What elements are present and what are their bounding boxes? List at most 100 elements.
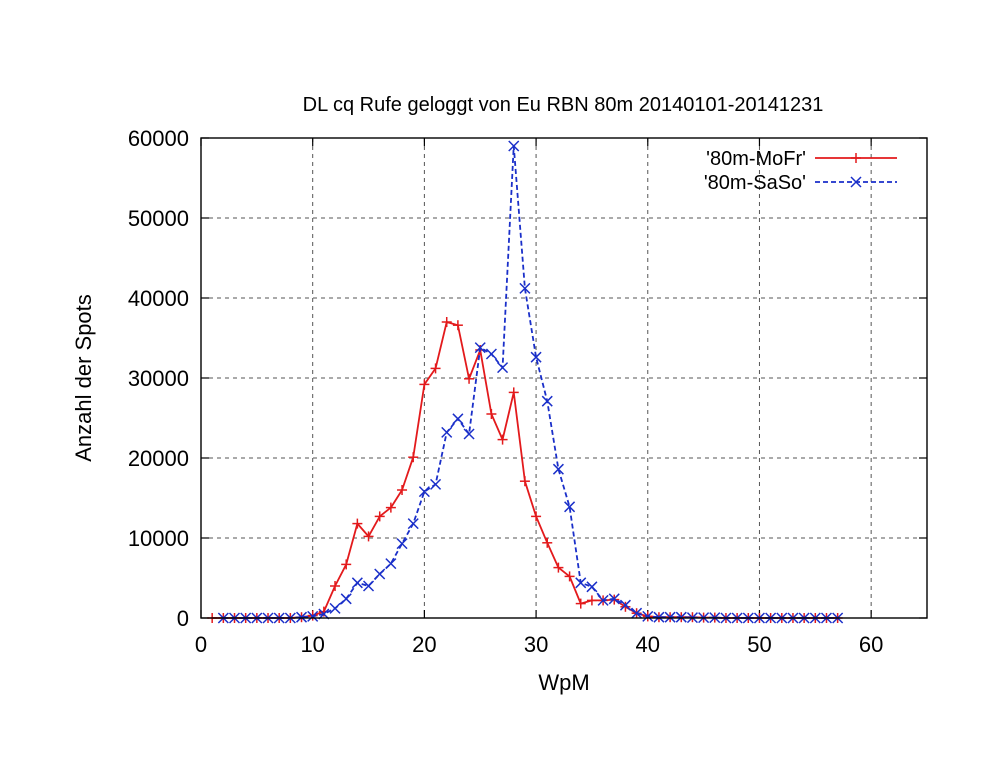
plot-frame bbox=[200, 137, 928, 619]
data-point-d2 bbox=[619, 599, 631, 611]
data-point bbox=[385, 558, 397, 570]
data-point-d2 bbox=[452, 413, 464, 425]
y-tick-label: 60000 bbox=[128, 126, 189, 151]
data-point-d2 bbox=[564, 501, 576, 513]
data-point-d2 bbox=[664, 611, 676, 623]
data-point bbox=[396, 538, 408, 550]
y-tick-label: 20000 bbox=[128, 446, 189, 471]
data-point-d2 bbox=[363, 580, 375, 592]
x-axis-label: WpM bbox=[538, 670, 589, 695]
data-point-d2 bbox=[653, 611, 665, 623]
data-point-d2 bbox=[351, 577, 363, 589]
data-point bbox=[675, 611, 687, 623]
data-point-d2 bbox=[407, 518, 419, 530]
data-point bbox=[341, 559, 352, 570]
data-point-d2 bbox=[552, 463, 564, 475]
y-tick-label: 50000 bbox=[128, 206, 189, 231]
data-point bbox=[508, 387, 519, 398]
data-point bbox=[329, 602, 341, 614]
data-point-d2 bbox=[374, 568, 386, 580]
data-point bbox=[552, 463, 564, 475]
data-point-d2 bbox=[508, 140, 520, 152]
data-point bbox=[385, 502, 396, 513]
legend-entry: '80m-MoFr' bbox=[706, 148, 897, 170]
y-tick-label: 0 bbox=[177, 606, 189, 631]
data-point-d2 bbox=[329, 602, 341, 614]
chart-title: DL cq Rufe geloggt von Eu RBN 80m 201401… bbox=[303, 94, 824, 116]
data-point bbox=[408, 452, 419, 463]
data-point bbox=[352, 518, 363, 529]
data-point-d2 bbox=[631, 607, 643, 619]
data-point bbox=[363, 580, 375, 592]
y-tick-label: 40000 bbox=[128, 286, 189, 311]
data-point-d2 bbox=[519, 282, 531, 294]
data-point bbox=[407, 518, 419, 530]
data-point bbox=[531, 511, 542, 522]
data-point-d2 bbox=[463, 428, 475, 440]
data-point bbox=[430, 478, 442, 490]
data-point-d2 bbox=[530, 351, 542, 363]
data-point bbox=[374, 568, 386, 580]
axis-ticks: 0 10 20 30 40 50 60 0 10000 20000 30000 40000 50000 6… bbox=[128, 126, 927, 657]
data-point bbox=[631, 607, 643, 619]
x-tick-label: 20 bbox=[412, 632, 436, 657]
data-point bbox=[497, 434, 508, 445]
x-tick-label: 60 bbox=[859, 632, 883, 657]
data-point bbox=[564, 571, 575, 582]
data-point-d2 bbox=[441, 426, 453, 438]
data-point bbox=[519, 282, 531, 294]
data-point bbox=[653, 611, 665, 623]
x-tick-label: 10 bbox=[300, 632, 324, 657]
data-point bbox=[586, 595, 597, 606]
data-point bbox=[542, 537, 553, 548]
y-tick-label: 30000 bbox=[128, 366, 189, 391]
data-point bbox=[307, 610, 319, 622]
data-point-d2 bbox=[474, 342, 486, 354]
data-point bbox=[474, 342, 486, 354]
y-axis-label: Anzahl der Spots bbox=[71, 294, 96, 462]
y-tick-label: 10000 bbox=[128, 526, 189, 551]
legend-marker bbox=[851, 153, 861, 163]
data-point-d2 bbox=[642, 610, 654, 622]
data-point bbox=[508, 140, 520, 152]
data-point bbox=[419, 379, 430, 390]
data-point-d2 bbox=[586, 581, 598, 593]
legend-entry: '80m-SaSo' bbox=[704, 172, 897, 194]
data-point-d2 bbox=[597, 594, 609, 606]
grid-lines bbox=[201, 138, 927, 618]
data-point bbox=[541, 395, 553, 407]
legend-marker-d2 bbox=[850, 176, 862, 188]
data-point bbox=[452, 320, 463, 331]
data-point bbox=[330, 581, 341, 591]
data-point-d2 bbox=[385, 558, 397, 570]
legend-label: '80m-SaSo' bbox=[704, 172, 806, 194]
data-point-d2 bbox=[575, 577, 587, 589]
data-point bbox=[620, 601, 631, 612]
x-tick-label: 0 bbox=[195, 632, 207, 657]
data-point-d2 bbox=[307, 610, 319, 622]
data-point bbox=[664, 611, 676, 623]
data-point bbox=[295, 611, 308, 623]
data-point bbox=[363, 531, 374, 542]
data-point bbox=[374, 511, 385, 522]
data-point bbox=[418, 486, 430, 498]
data-point bbox=[486, 409, 497, 419]
data-point-d2 bbox=[608, 593, 620, 605]
data-point bbox=[642, 610, 654, 622]
x-tick-label: 30 bbox=[524, 632, 548, 657]
legend-label: '80m-MoFr' bbox=[706, 148, 806, 170]
data-point bbox=[597, 594, 609, 606]
data-point bbox=[608, 593, 620, 605]
data-point bbox=[575, 598, 586, 609]
x-tick-label: 50 bbox=[747, 632, 771, 657]
data-point bbox=[553, 562, 564, 573]
data-point bbox=[397, 485, 408, 495]
data-point-d2 bbox=[418, 486, 430, 498]
legend-marker bbox=[850, 176, 862, 188]
x-tick-label: 40 bbox=[636, 632, 660, 657]
data-point-d2 bbox=[430, 478, 442, 490]
data-point bbox=[464, 373, 475, 384]
data-point bbox=[564, 501, 576, 513]
data-point bbox=[497, 362, 509, 374]
